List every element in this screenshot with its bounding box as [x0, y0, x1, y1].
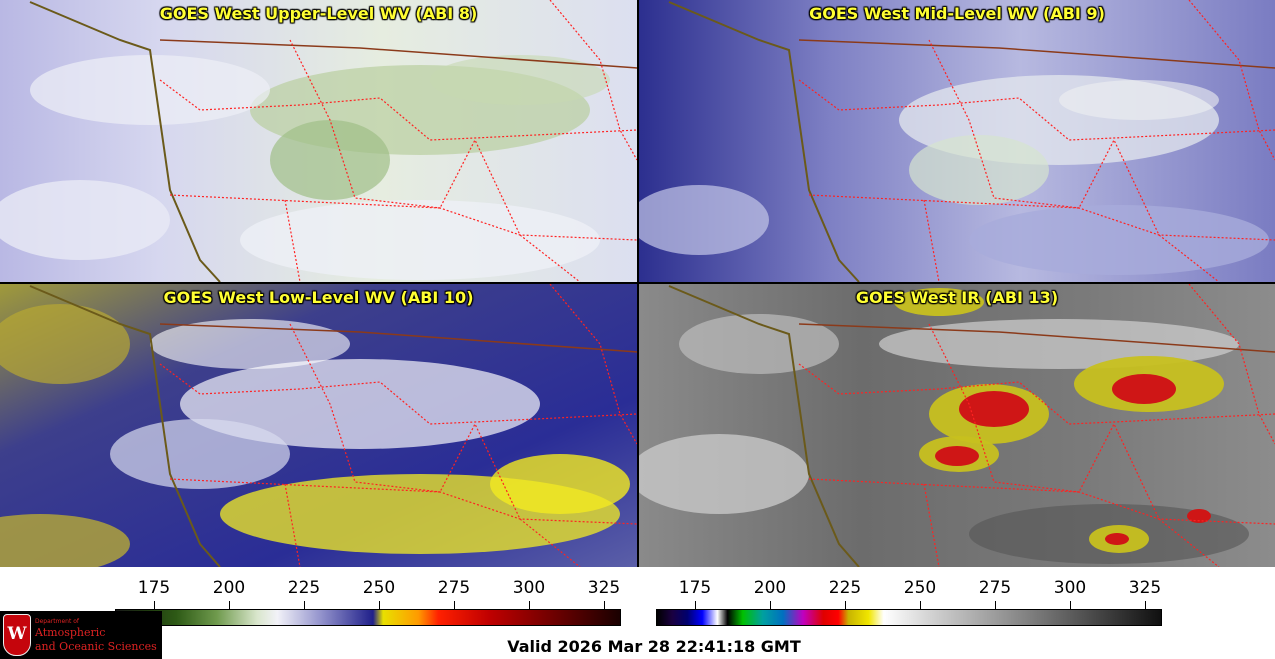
tick-label: 300 [1053, 578, 1087, 598]
panel-title: GOES West Upper-Level WV (ABI 8) [159, 4, 478, 23]
tick-label: 250 [903, 578, 937, 598]
low-level-wv-image [0, 284, 637, 567]
tick-mark [154, 601, 155, 609]
panel-divider-horizontal [0, 282, 1275, 284]
tick-mark [454, 601, 455, 609]
tick-label: 300 [512, 578, 546, 598]
tick-mark [379, 601, 380, 609]
panel-mid-level-wv: GOES West Mid-Level WV (ABI 9) [639, 0, 1275, 282]
logo-line1: Department of [35, 618, 79, 625]
tick-mark [920, 601, 921, 609]
ir-image [639, 284, 1275, 567]
colorbar-ir-gradient [656, 609, 1162, 626]
panel-title: GOES West Low-Level WV (ABI 10) [163, 288, 474, 307]
valid-time: Valid 2026 Mar 28 22:41:18 GMT [507, 637, 801, 656]
uw-crest-icon: W [3, 614, 31, 656]
logo-line3: and Oceanic Sciences [35, 640, 157, 653]
tick-mark [1070, 601, 1071, 609]
tick-label: 325 [1128, 578, 1162, 598]
logo-line2: Atmospheric [35, 626, 106, 639]
tick-label: 325 [587, 578, 621, 598]
tick-mark [695, 601, 696, 609]
panel-upper-level-wv: GOES West Upper-Level WV (ABI 8) [0, 0, 637, 282]
aos-logo: W Department of Atmospheric and Oceanic … [0, 611, 162, 659]
tick-mark [529, 601, 530, 609]
tick-mark [995, 601, 996, 609]
mid-level-wv-image [639, 0, 1275, 282]
tick-mark [304, 601, 305, 609]
tick-label: 200 [753, 578, 787, 598]
tick-mark [845, 601, 846, 609]
upper-level-wv-image [0, 0, 637, 282]
tick-label: 275 [978, 578, 1012, 598]
panel-low-level-wv: GOES West Low-Level WV (ABI 10) [0, 284, 637, 567]
tick-label: 175 [137, 578, 171, 598]
tick-label: 275 [437, 578, 471, 598]
tick-label: 250 [362, 578, 396, 598]
tick-label: 200 [212, 578, 246, 598]
tick-label: 225 [828, 578, 862, 598]
panel-ir: GOES West IR (ABI 13) [639, 284, 1275, 567]
tick-mark [1145, 601, 1146, 609]
tick-label: 225 [287, 578, 321, 598]
tick-mark [604, 601, 605, 609]
panel-title: GOES West IR (ABI 13) [855, 288, 1059, 307]
tick-mark [229, 601, 230, 609]
tick-label: 175 [678, 578, 712, 598]
tick-mark [770, 601, 771, 609]
colorbar-ir: 175 200 225 250 275 300 325 [656, 578, 1162, 626]
colorbar-wv-gradient [115, 609, 621, 626]
colorbar-wv: 175 200 225 250 275 300 325 [115, 578, 621, 626]
panel-title: GOES West Mid-Level WV (ABI 9) [809, 4, 1105, 23]
